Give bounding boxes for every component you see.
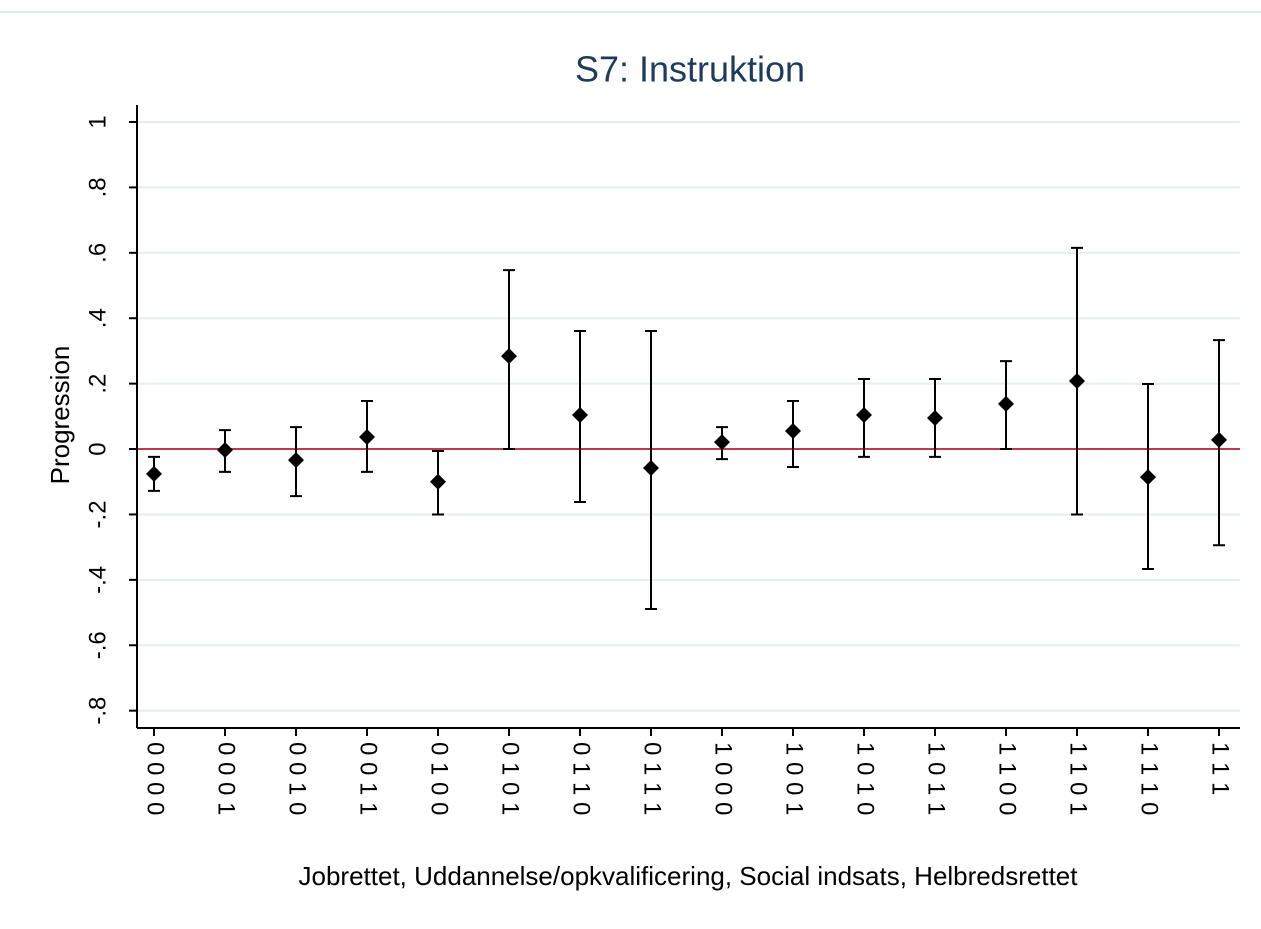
x-tick-label: 1 1 1 0 — [1136, 742, 1163, 815]
y-tick-label: -.4 — [84, 566, 111, 594]
y-tick-label: 0 — [84, 442, 111, 455]
point — [998, 395, 1014, 412]
point — [927, 409, 943, 426]
point — [501, 348, 517, 365]
y-tick-label: 1 — [84, 115, 111, 128]
point — [1140, 469, 1156, 486]
point — [288, 452, 304, 469]
point — [643, 460, 659, 477]
point — [1069, 373, 1085, 390]
y-tick-label: .8 — [84, 177, 111, 197]
point — [359, 428, 375, 445]
x-tick-label: 1 0 0 0 — [710, 742, 737, 815]
x-axis-title: Jobrettet, Uddannelse/opkvalificering, S… — [299, 861, 1079, 891]
x-tick-label: 0 0 1 0 — [284, 742, 311, 815]
x-tick-label: 1 1 1 — [1207, 742, 1234, 795]
x-tick-label: 0 1 1 0 — [568, 742, 595, 815]
chart-title: S7: Instruktion — [575, 49, 805, 90]
x-tick-label: 0 0 1 1 — [355, 742, 382, 815]
point — [572, 407, 588, 424]
x-tick-label: 1 1 0 0 — [994, 742, 1021, 815]
point — [785, 423, 801, 440]
y-tick-label: -.8 — [84, 697, 111, 725]
x-tick-label: 0 1 0 0 — [426, 742, 453, 815]
x-tick-label: 1 1 0 1 — [1065, 742, 1092, 815]
point — [714, 434, 730, 451]
x-tick-label: 0 1 0 1 — [497, 742, 524, 815]
x-tick-label: 0 1 1 1 — [639, 742, 666, 815]
point — [856, 407, 872, 424]
point — [146, 465, 162, 482]
y-tick-label: -.2 — [84, 500, 111, 528]
y-tick-label: .6 — [84, 243, 111, 263]
y-tick-label: .4 — [84, 308, 111, 328]
y-tick-label: .2 — [84, 374, 111, 394]
y-axis-title: Progression — [45, 346, 75, 485]
point — [217, 442, 233, 459]
x-tick-label: 1 0 0 1 — [781, 742, 808, 815]
x-tick-label: 1 0 1 0 — [852, 742, 879, 815]
x-tick-label: 0 0 0 1 — [213, 742, 240, 815]
x-tick-label: 0 0 0 0 — [142, 742, 169, 815]
point — [1211, 431, 1227, 448]
point — [430, 473, 446, 490]
x-tick-label: 1 0 1 1 — [923, 742, 950, 815]
y-tick-label: -.6 — [84, 631, 111, 659]
